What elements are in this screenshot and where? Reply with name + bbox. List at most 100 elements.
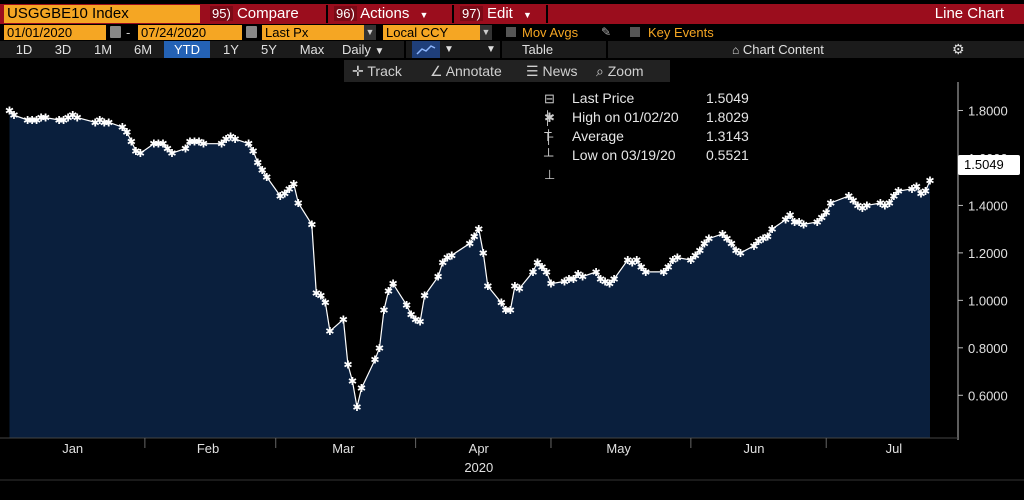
data-point-marker: ✱ bbox=[100, 116, 109, 129]
data-point-marker: ✱ bbox=[573, 268, 582, 281]
data-point-marker: ✱ bbox=[767, 223, 776, 236]
data-point-marker: ✱ bbox=[64, 112, 73, 125]
data-point-marker: ✱ bbox=[844, 190, 853, 203]
start-date-input[interactable]: 01/01/2020 bbox=[4, 25, 106, 40]
actions-button[interactable]: 96) Actions ▼ bbox=[334, 5, 428, 23]
data-point-marker: ✱ bbox=[673, 252, 682, 265]
y-axis: 0.60000.80001.00001.20001.40001.60001.80… bbox=[957, 82, 1008, 440]
track-button[interactable]: ✛ Track bbox=[352, 60, 402, 82]
range-5y-button[interactable]: 5Y bbox=[261, 42, 277, 57]
chart-content-button[interactable]: ⌂ Chart Content bbox=[732, 41, 824, 58]
zoom-button[interactable]: ⌕ Zoom bbox=[596, 60, 644, 82]
data-point-marker: ✱ bbox=[339, 313, 348, 326]
chevron-down-icon[interactable]: ▼ bbox=[364, 25, 376, 40]
data-point-marker: ✱ bbox=[465, 237, 474, 250]
line-chart[interactable]: ✱✱ ✱✱✱✱✱ ✱✱✱✱✱ ✱✱✱✱ ✱✱✱✱✱✱✱✱✱✱ ✱✱✱✱✱ ✱✱✱✱ ✱✱✱✱✱… bbox=[0, 82, 1024, 500]
chevron-down-icon[interactable]: ▼ bbox=[480, 25, 492, 40]
data-point-marker: ✱ bbox=[578, 271, 587, 284]
y-tick-label: 0.8000 bbox=[968, 341, 1008, 356]
edit-button[interactable]: 97) Edit ▼ bbox=[460, 5, 532, 23]
price-field-select[interactable]: Last Px bbox=[262, 25, 376, 40]
range-6m-button[interactable]: 6M bbox=[133, 42, 153, 57]
data-point-marker: ✱ bbox=[95, 114, 104, 127]
calendar-icon[interactable] bbox=[110, 26, 121, 38]
compare-button[interactable]: 95) Compare bbox=[210, 5, 299, 23]
data-point-marker: ✱ bbox=[754, 235, 763, 248]
magnifier-icon: ⌕ bbox=[596, 63, 604, 79]
data-point-marker: ✱ bbox=[668, 254, 677, 267]
currency-select[interactable]: Local CCY bbox=[383, 25, 491, 40]
range-1y-button[interactable]: 1Y bbox=[223, 42, 239, 57]
gear-icon[interactable]: ⚙ bbox=[952, 41, 965, 57]
data-point-marker: ✱ bbox=[849, 195, 858, 208]
data-point-marker: ✱ bbox=[605, 278, 614, 291]
data-point-marker: ✱ bbox=[167, 147, 176, 160]
key-events-label[interactable]: Key Events bbox=[648, 25, 714, 40]
data-point-marker: ✱ bbox=[289, 178, 298, 191]
chart-legend[interactable]: ⊟ ✱ Last Price 1.5049 │ T High on 01/02/… bbox=[536, 88, 758, 182]
x-tick-label: May bbox=[606, 441, 631, 456]
data-point-marker: ✱ bbox=[826, 197, 835, 210]
data-point-marker: ✱ bbox=[190, 135, 199, 148]
data-point-marker: ✱ bbox=[736, 247, 745, 260]
legend-value: 0.5521 bbox=[706, 147, 749, 163]
chevron-down-icon[interactable]: ▼ bbox=[444, 44, 454, 55]
data-point-marker: ✱ bbox=[569, 273, 578, 286]
data-point-marker: ✱ bbox=[416, 316, 425, 329]
data-point-marker: ✱ bbox=[434, 271, 443, 284]
data-point-marker: ✱ bbox=[447, 249, 456, 262]
frequency-select[interactable]: Daily ▼ bbox=[342, 41, 384, 58]
ticker-field[interactable]: USGGBE10 Index bbox=[4, 5, 200, 23]
data-point-marker: ✱ bbox=[221, 133, 230, 146]
annotate-button[interactable]: ∠ Annotate bbox=[430, 60, 502, 82]
key-events-checkbox[interactable] bbox=[630, 27, 640, 37]
data-point-marker: ✱ bbox=[564, 273, 573, 286]
track-label: Track bbox=[367, 63, 402, 79]
data-point-marker: ✱ bbox=[889, 190, 898, 203]
mov-avgs-checkbox[interactable] bbox=[506, 27, 516, 37]
range-ytd-button[interactable]: YTD bbox=[164, 41, 210, 58]
line-chart-icon[interactable] bbox=[412, 41, 440, 58]
y-tick-label: 1.0000 bbox=[968, 293, 1008, 308]
news-button[interactable]: ☰ News bbox=[526, 60, 577, 82]
news-icon: ☰ bbox=[526, 63, 539, 79]
chart-type-label[interactable]: Line Chart bbox=[934, 5, 1004, 22]
data-point-marker: ✱ bbox=[158, 138, 167, 151]
data-point-marker: ✱ bbox=[700, 237, 709, 250]
data-point-marker: ✱ bbox=[136, 147, 145, 160]
data-point-marker: ✱ bbox=[921, 185, 930, 198]
range-3d-button[interactable]: 3D bbox=[54, 42, 72, 57]
cut-off-header-row bbox=[0, 0, 1024, 4]
data-point-marker: ✱ bbox=[916, 188, 925, 201]
data-point-marker: ✱ bbox=[637, 261, 646, 274]
mov-avgs-label[interactable]: Mov Avgs bbox=[522, 25, 579, 40]
data-point-marker: ✱ bbox=[853, 199, 862, 212]
low-marker-icon: └ ⊥ bbox=[544, 148, 556, 182]
data-point-marker: ✱ bbox=[249, 145, 258, 158]
star-marker-icon: ⊟ ✱ bbox=[544, 91, 555, 125]
data-point-marker: ✱ bbox=[312, 287, 321, 300]
y-tick-label: 1.2000 bbox=[968, 246, 1008, 261]
chevron-down-icon[interactable]: ▼ bbox=[486, 44, 496, 55]
data-point-marker: ✱ bbox=[822, 207, 831, 220]
data-point-marker: ✱ bbox=[786, 209, 795, 222]
data-point-marker: ✱ bbox=[659, 266, 668, 279]
data-point-marker: ✱ bbox=[718, 228, 727, 241]
calendar-icon[interactable] bbox=[246, 26, 257, 38]
data-point-marker: ✱ bbox=[591, 266, 600, 279]
data-point-marker: ✱ bbox=[497, 297, 506, 310]
data-point-marker: ✱ bbox=[276, 190, 285, 203]
range-1m-button[interactable]: 1M bbox=[93, 42, 113, 57]
range-max-button[interactable]: Max bbox=[299, 42, 325, 57]
y-tick-label: 1.8000 bbox=[968, 103, 1008, 118]
crosshair-icon: ✛ bbox=[352, 63, 364, 79]
y-tick-label: 0.6000 bbox=[968, 388, 1008, 403]
table-button[interactable]: Table bbox=[522, 42, 554, 57]
range-1d-button[interactable]: 1D bbox=[15, 42, 33, 57]
range-row: 1D 3D 1M 6M YTD 1Y 5Y Max Daily ▼ ▼ ▼ Table ⌂ C… bbox=[0, 41, 1024, 58]
data-point-marker: ✱ bbox=[758, 233, 767, 246]
chevron-down-icon: ▼ bbox=[419, 10, 429, 20]
pencil-icon[interactable]: ✎ bbox=[601, 25, 612, 39]
data-point-marker: ✱ bbox=[727, 237, 736, 250]
end-date-input[interactable]: 07/24/2020 bbox=[138, 25, 242, 40]
